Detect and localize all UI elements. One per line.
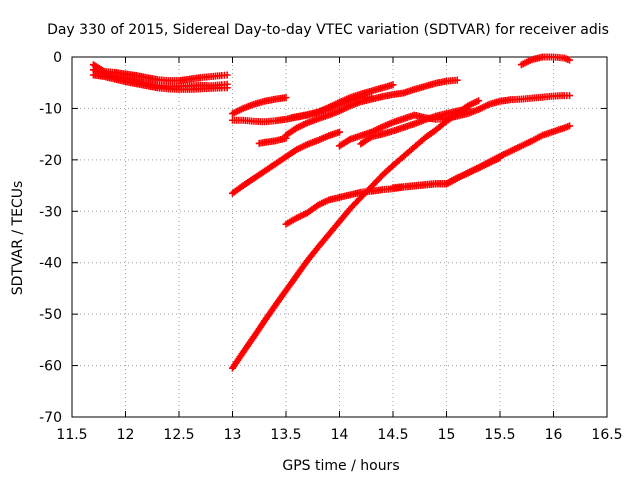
x-tick-label: 16.5 — [591, 427, 622, 443]
y-tick-label: -10 — [39, 101, 62, 117]
data-point — [282, 134, 290, 142]
data-point — [453, 76, 461, 84]
data-point — [366, 134, 374, 142]
y-tick-label: -70 — [39, 410, 62, 426]
series-trace — [89, 61, 231, 85]
y-tick-label: 0 — [53, 50, 62, 66]
data-point — [368, 94, 376, 102]
chart-title: Day 330 of 2015, Sidereal Day-to-day VTE… — [47, 22, 609, 38]
series-trace — [389, 154, 504, 192]
y-axis-label: SDTVAR / TECUs — [10, 181, 26, 296]
x-tick-label: 14.5 — [377, 427, 408, 443]
data-point — [566, 92, 574, 100]
y-tick-label: -50 — [39, 307, 62, 323]
series-trace — [287, 93, 376, 122]
series-trace — [357, 105, 472, 148]
data-point — [566, 56, 574, 64]
series-trace — [282, 76, 461, 139]
x-tick-label: 13 — [224, 427, 242, 443]
data-points — [89, 53, 574, 372]
data-point — [496, 154, 504, 162]
series-trace — [517, 53, 574, 69]
y-tick-label: -20 — [39, 153, 62, 169]
series-trace — [255, 134, 290, 147]
axes: 11.5 12 12.5 13 13.5 14 14.5 15 15.5 16 16.5 0 -10 -2… — [39, 50, 622, 443]
x-tick-label: 11.5 — [56, 427, 87, 443]
data-point — [223, 84, 231, 92]
data-point — [223, 71, 231, 79]
x-tick-label: 12.5 — [163, 427, 194, 443]
y-tick-label: -30 — [39, 204, 62, 220]
y-tick-label: -60 — [39, 359, 62, 375]
data-point — [336, 128, 343, 136]
data-point — [475, 97, 483, 105]
x-tick-label: 14 — [331, 427, 349, 443]
series-trace — [229, 94, 290, 118]
series-trace — [229, 128, 343, 197]
x-axis-label: GPS time / hours — [282, 458, 399, 474]
x-tick-label: 13.5 — [270, 427, 301, 443]
data-point — [566, 122, 574, 130]
x-tick-label: 12 — [117, 427, 135, 443]
y-tick-label: -40 — [39, 256, 62, 272]
data-point — [464, 105, 472, 113]
x-tick-label: 15 — [438, 427, 456, 443]
x-tick-label: 15.5 — [484, 427, 515, 443]
data-point — [282, 94, 290, 102]
series-trace — [89, 71, 231, 93]
x-tick-label: 16 — [545, 427, 563, 443]
data-point — [389, 81, 397, 89]
